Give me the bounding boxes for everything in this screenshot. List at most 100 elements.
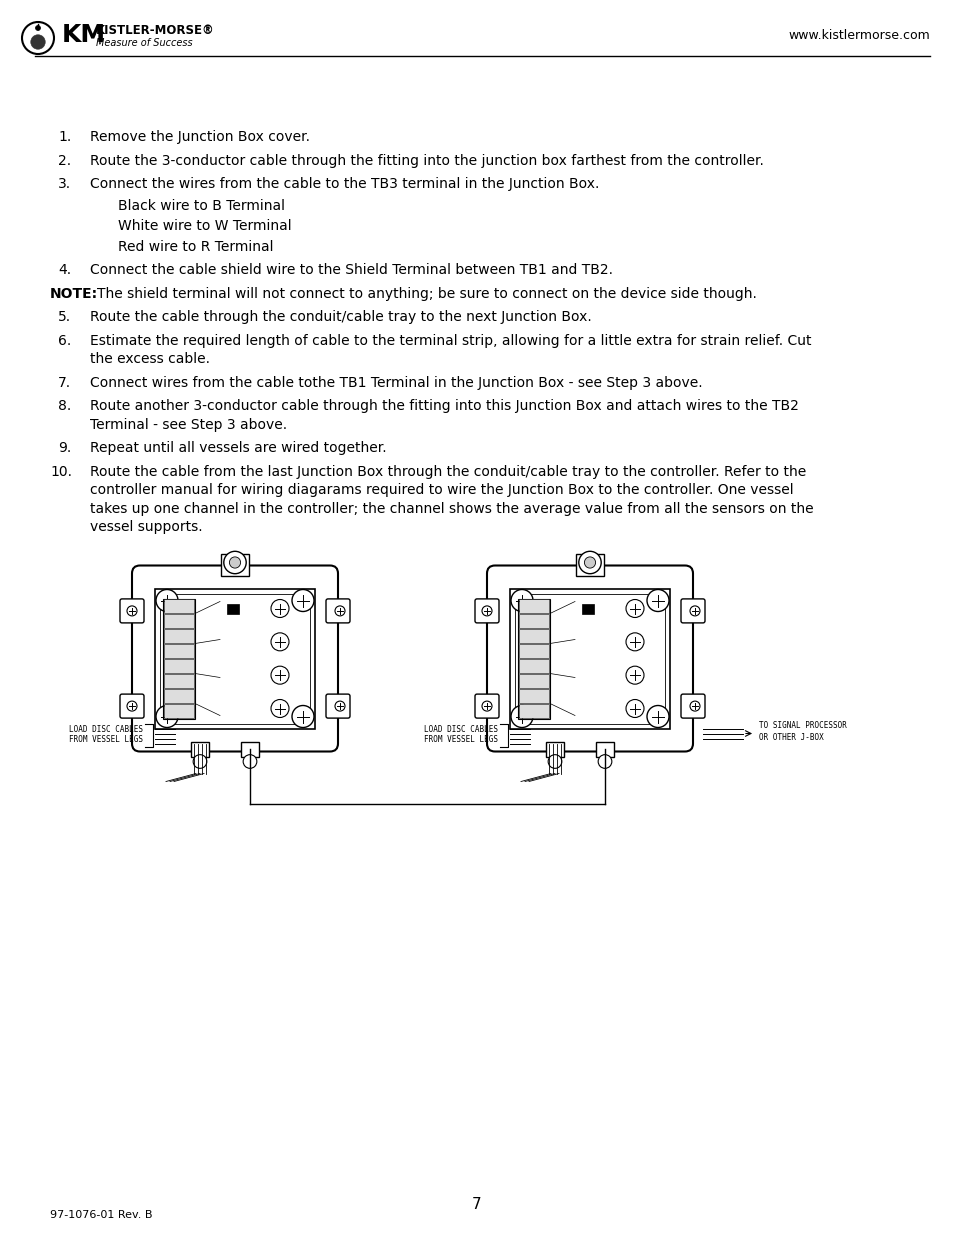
Text: 3.: 3. bbox=[58, 177, 71, 191]
Bar bbox=[163, 599, 194, 719]
Circle shape bbox=[625, 699, 643, 718]
Ellipse shape bbox=[511, 589, 533, 611]
Circle shape bbox=[271, 666, 289, 684]
Bar bbox=[596, 741, 614, 757]
Bar bbox=[164, 689, 193, 703]
Bar bbox=[160, 594, 310, 724]
Text: 1.: 1. bbox=[58, 130, 71, 144]
Text: Route the 3-conductor cable through the fitting into the junction box farthest f: Route the 3-conductor cable through the … bbox=[90, 153, 763, 168]
Ellipse shape bbox=[156, 705, 178, 727]
Text: 5.: 5. bbox=[58, 310, 71, 324]
Text: vessel supports.: vessel supports. bbox=[90, 520, 202, 534]
FancyBboxPatch shape bbox=[326, 694, 350, 718]
Circle shape bbox=[243, 755, 256, 768]
Bar bbox=[518, 643, 548, 658]
FancyBboxPatch shape bbox=[120, 599, 144, 622]
Bar bbox=[227, 604, 239, 614]
Bar bbox=[518, 659, 548, 673]
Bar bbox=[154, 589, 314, 729]
Bar bbox=[517, 599, 550, 719]
Text: Connect the wires from the cable to the TB3 terminal in the Junction Box.: Connect the wires from the cable to the … bbox=[90, 177, 598, 191]
Text: 2.: 2. bbox=[58, 153, 71, 168]
Circle shape bbox=[30, 35, 45, 49]
Circle shape bbox=[271, 632, 289, 651]
Circle shape bbox=[584, 557, 595, 568]
Ellipse shape bbox=[511, 705, 533, 727]
Bar bbox=[510, 589, 669, 729]
Text: Estimate the required length of cable to the terminal strip, allowing for a litt: Estimate the required length of cable to… bbox=[90, 333, 811, 347]
Text: 7.: 7. bbox=[58, 375, 71, 389]
Text: 10.: 10. bbox=[50, 464, 71, 478]
Text: 9.: 9. bbox=[58, 441, 71, 454]
FancyBboxPatch shape bbox=[680, 599, 704, 622]
Text: Terminal - see Step 3 above.: Terminal - see Step 3 above. bbox=[90, 417, 287, 431]
Text: Remove the Junction Box cover.: Remove the Junction Box cover. bbox=[90, 130, 310, 144]
Circle shape bbox=[22, 22, 54, 54]
Bar bbox=[518, 629, 548, 643]
Circle shape bbox=[224, 551, 246, 574]
FancyBboxPatch shape bbox=[680, 694, 704, 718]
Circle shape bbox=[548, 755, 561, 768]
Text: Red wire to R Terminal: Red wire to R Terminal bbox=[118, 240, 274, 253]
Circle shape bbox=[625, 632, 643, 651]
Bar bbox=[515, 594, 664, 724]
Text: Route another 3-conductor cable through the fitting into this Junction Box and a: Route another 3-conductor cable through … bbox=[90, 399, 798, 412]
Text: www.kistlermorse.com: www.kistlermorse.com bbox=[787, 28, 929, 42]
Text: takes up one channel in the controller; the channel shows the average value from: takes up one channel in the controller; … bbox=[90, 501, 813, 515]
Text: 8.: 8. bbox=[58, 399, 71, 412]
Bar bbox=[576, 553, 603, 576]
FancyBboxPatch shape bbox=[486, 566, 692, 752]
Bar bbox=[164, 659, 193, 673]
FancyBboxPatch shape bbox=[475, 599, 498, 622]
Text: OR OTHER J-BOX: OR OTHER J-BOX bbox=[759, 734, 822, 742]
Ellipse shape bbox=[292, 589, 314, 611]
Bar bbox=[518, 614, 548, 629]
Bar bbox=[518, 689, 548, 703]
FancyBboxPatch shape bbox=[132, 566, 337, 752]
Circle shape bbox=[229, 557, 240, 568]
Text: Route the cable through the conduit/cable tray to the next Junction Box.: Route the cable through the conduit/cabl… bbox=[90, 310, 591, 324]
Circle shape bbox=[271, 699, 289, 718]
Text: Connect wires from the cable tothe TB1 Terminal in the Junction Box - see Step 3: Connect wires from the cable tothe TB1 T… bbox=[90, 375, 702, 389]
Bar bbox=[518, 674, 548, 688]
Ellipse shape bbox=[646, 589, 668, 611]
Bar bbox=[164, 599, 193, 613]
Ellipse shape bbox=[156, 589, 178, 611]
Text: KISTLER-MORSE®: KISTLER-MORSE® bbox=[96, 23, 214, 37]
Text: The shield terminal will not connect to anything; be sure to connect on the devi: The shield terminal will not connect to … bbox=[97, 287, 756, 300]
Bar bbox=[241, 741, 258, 757]
Text: LOAD DISC CABLES: LOAD DISC CABLES bbox=[69, 725, 143, 734]
Text: LOAD DISC CABLES: LOAD DISC CABLES bbox=[423, 725, 497, 734]
Circle shape bbox=[193, 755, 207, 768]
Bar bbox=[164, 629, 193, 643]
Text: 4.: 4. bbox=[58, 263, 71, 277]
Ellipse shape bbox=[292, 705, 314, 727]
Text: 6.: 6. bbox=[58, 333, 71, 347]
Bar bbox=[164, 643, 193, 658]
Bar bbox=[164, 674, 193, 688]
FancyBboxPatch shape bbox=[475, 694, 498, 718]
Bar bbox=[221, 553, 249, 576]
Circle shape bbox=[598, 755, 611, 768]
Text: KM: KM bbox=[62, 23, 106, 47]
Text: Measure of Success: Measure of Success bbox=[96, 38, 193, 48]
FancyBboxPatch shape bbox=[326, 599, 350, 622]
Circle shape bbox=[35, 26, 40, 31]
Ellipse shape bbox=[646, 705, 668, 727]
Text: controller manual for wiring diagarams required to wire the Junction Box to the : controller manual for wiring diagarams r… bbox=[90, 483, 793, 496]
Bar bbox=[545, 741, 563, 757]
Text: TO SIGNAL PROCESSOR: TO SIGNAL PROCESSOR bbox=[759, 721, 846, 730]
Circle shape bbox=[271, 599, 289, 618]
Circle shape bbox=[578, 551, 600, 574]
FancyBboxPatch shape bbox=[120, 694, 144, 718]
Text: 7: 7 bbox=[472, 1198, 481, 1213]
Bar bbox=[581, 604, 594, 614]
Bar bbox=[518, 599, 548, 613]
Circle shape bbox=[625, 666, 643, 684]
Text: FROM VESSEL LEGS: FROM VESSEL LEGS bbox=[423, 735, 497, 743]
Bar bbox=[164, 614, 193, 629]
Text: NOTE:: NOTE: bbox=[50, 287, 98, 300]
Text: Connect the cable shield wire to the Shield Terminal between TB1 and TB2.: Connect the cable shield wire to the Shi… bbox=[90, 263, 613, 277]
Text: Repeat until all vessels are wired together.: Repeat until all vessels are wired toget… bbox=[90, 441, 386, 454]
Bar bbox=[518, 704, 548, 718]
